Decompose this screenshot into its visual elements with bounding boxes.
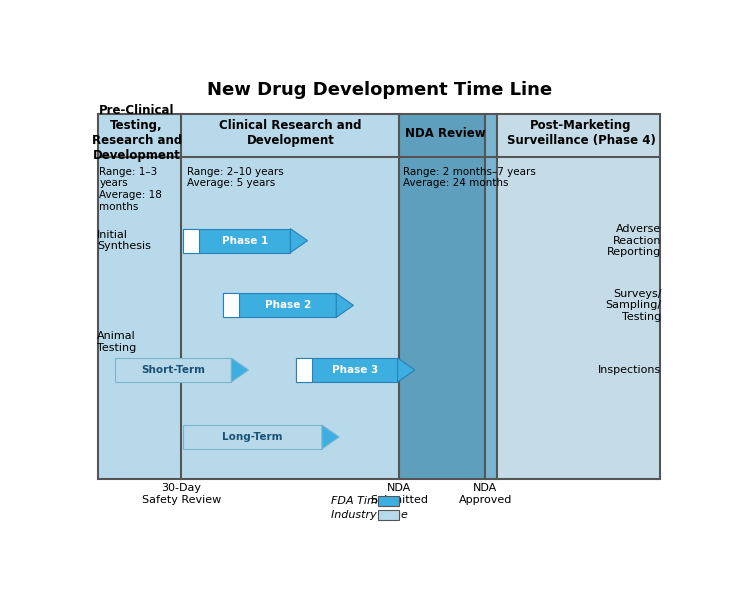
Text: Animal
Testing: Animal Testing	[97, 331, 136, 353]
Bar	[485, 113, 497, 479]
Text: NDA
Approved: NDA Approved	[459, 483, 512, 505]
Bar	[400, 113, 485, 479]
Text: Phase 2: Phase 2	[265, 301, 311, 310]
Bar	[183, 229, 199, 253]
Text: FDA Time: FDA Time	[331, 496, 384, 506]
Bar	[183, 229, 290, 253]
Text: Range: 2–10 years
Average: 5 years: Range: 2–10 years Average: 5 years	[187, 167, 284, 188]
Polygon shape	[232, 358, 249, 382]
Bar	[377, 509, 400, 520]
Bar	[98, 113, 660, 479]
Text: Pre-Clinical
Testing,
Research and
Development: Pre-Clinical Testing, Research and Devel…	[92, 104, 182, 162]
Text: Inspections: Inspections	[598, 365, 662, 375]
Text: Adverse
Reaction
Reporting: Adverse Reaction Reporting	[607, 224, 662, 257]
Text: Clinical Research and
Development: Clinical Research and Development	[219, 119, 362, 147]
Text: Post-Marketing
Surveillance (Phase 4): Post-Marketing Surveillance (Phase 4)	[507, 119, 656, 147]
Text: Phase 3: Phase 3	[332, 365, 378, 375]
Text: 30-Day
Safety Review: 30-Day Safety Review	[142, 483, 221, 505]
Polygon shape	[290, 229, 308, 253]
Polygon shape	[322, 425, 339, 449]
Text: NDA Review: NDA Review	[405, 127, 485, 140]
Text: NDA
Submitted: NDA Submitted	[370, 483, 428, 505]
Text: New Drug Development Time Line: New Drug Development Time Line	[206, 80, 552, 98]
Text: Initial
Synthesis: Initial Synthesis	[97, 230, 151, 251]
Text: Surveys/
Sampling/
Testing: Surveys/ Sampling/ Testing	[605, 289, 662, 322]
Text: Short-Term: Short-Term	[141, 365, 206, 375]
Text: Range: 1–3
years
Average: 18
months: Range: 1–3 years Average: 18 months	[99, 167, 162, 212]
Text: Phase 1: Phase 1	[222, 236, 268, 245]
Text: Range: 2 months–7 years
Average: 24 months: Range: 2 months–7 years Average: 24 mont…	[403, 167, 536, 188]
Bar	[296, 358, 397, 382]
Bar	[223, 293, 239, 317]
Bar	[497, 113, 660, 479]
Bar	[223, 293, 336, 317]
Bar	[296, 358, 312, 382]
Bar	[183, 425, 322, 449]
Polygon shape	[336, 293, 354, 317]
Bar	[98, 113, 660, 479]
Polygon shape	[397, 358, 415, 382]
Text: Long-Term: Long-Term	[222, 432, 283, 442]
Bar	[115, 358, 232, 382]
Text: Industry Time: Industry Time	[331, 509, 408, 520]
Bar	[377, 496, 400, 506]
